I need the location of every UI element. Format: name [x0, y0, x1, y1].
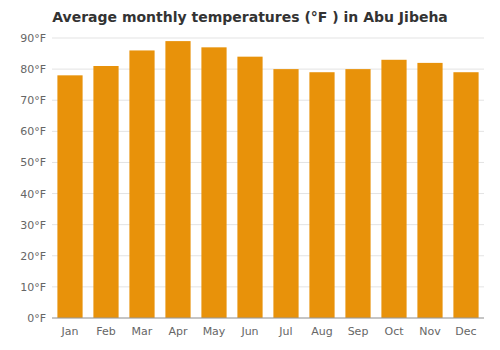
title: Average monthly temperatures (°F ) in Ab…: [52, 9, 448, 25]
x-tick-label: Jun: [240, 325, 258, 338]
y-tick-label: 30°F: [20, 219, 46, 232]
bar: [165, 41, 190, 318]
y-tick-label: 70°F: [20, 94, 46, 107]
bar: [381, 60, 406, 318]
bar: [93, 66, 118, 318]
y-axis: 0°F 10°F 20°F 30°F 40°F 50°F 60°F 70°F 80°F 90°F: [20, 32, 46, 325]
x-tick-label: Dec: [455, 325, 476, 338]
grid: [52, 38, 484, 318]
bar: [417, 63, 442, 318]
chart: Average monthly temperatures (°F ) in Ab…: [0, 0, 500, 350]
x-tick-label: May: [203, 325, 226, 338]
x-tick-label: Aug: [311, 325, 332, 338]
bars: [57, 41, 478, 318]
y-tick-label: 10°F: [20, 281, 46, 294]
bar: [129, 50, 154, 318]
bar: [201, 47, 226, 318]
y-tick-label: 60°F: [20, 125, 46, 138]
x-tick-label: Jul: [278, 325, 292, 338]
x-tick-label: Mar: [132, 325, 153, 338]
bar: [57, 75, 82, 318]
bar: [273, 69, 298, 318]
x-axis: Jan Feb Mar Apr May Jun Jul Aug Sep Oct Nov Dec: [52, 318, 484, 338]
grid-line: [52, 38, 484, 39]
x-axis-line: [52, 318, 484, 319]
y-tick-label: 40°F: [20, 188, 46, 201]
bar: [309, 72, 334, 318]
bar: [237, 57, 262, 318]
y-tick-label: 90°F: [20, 32, 46, 45]
x-tick-label: Apr: [168, 325, 188, 338]
x-tick-label: Nov: [419, 325, 441, 338]
bar: [453, 72, 478, 318]
y-tick-label: 0°F: [27, 312, 46, 325]
grid-line: [52, 318, 484, 319]
x-tick-label: Sep: [348, 325, 369, 338]
y-tick-label: 20°F: [20, 250, 46, 263]
y-tick-label: 80°F: [20, 63, 46, 76]
x-tick-label: Feb: [96, 325, 115, 338]
y-tick-label: 50°F: [20, 156, 46, 169]
x-tick-label: Jan: [61, 325, 79, 338]
x-tick-label: Oct: [384, 325, 404, 338]
bar: [345, 69, 370, 318]
chart-container: Average monthly temperatures (°F ) in Ab…: [0, 0, 500, 350]
